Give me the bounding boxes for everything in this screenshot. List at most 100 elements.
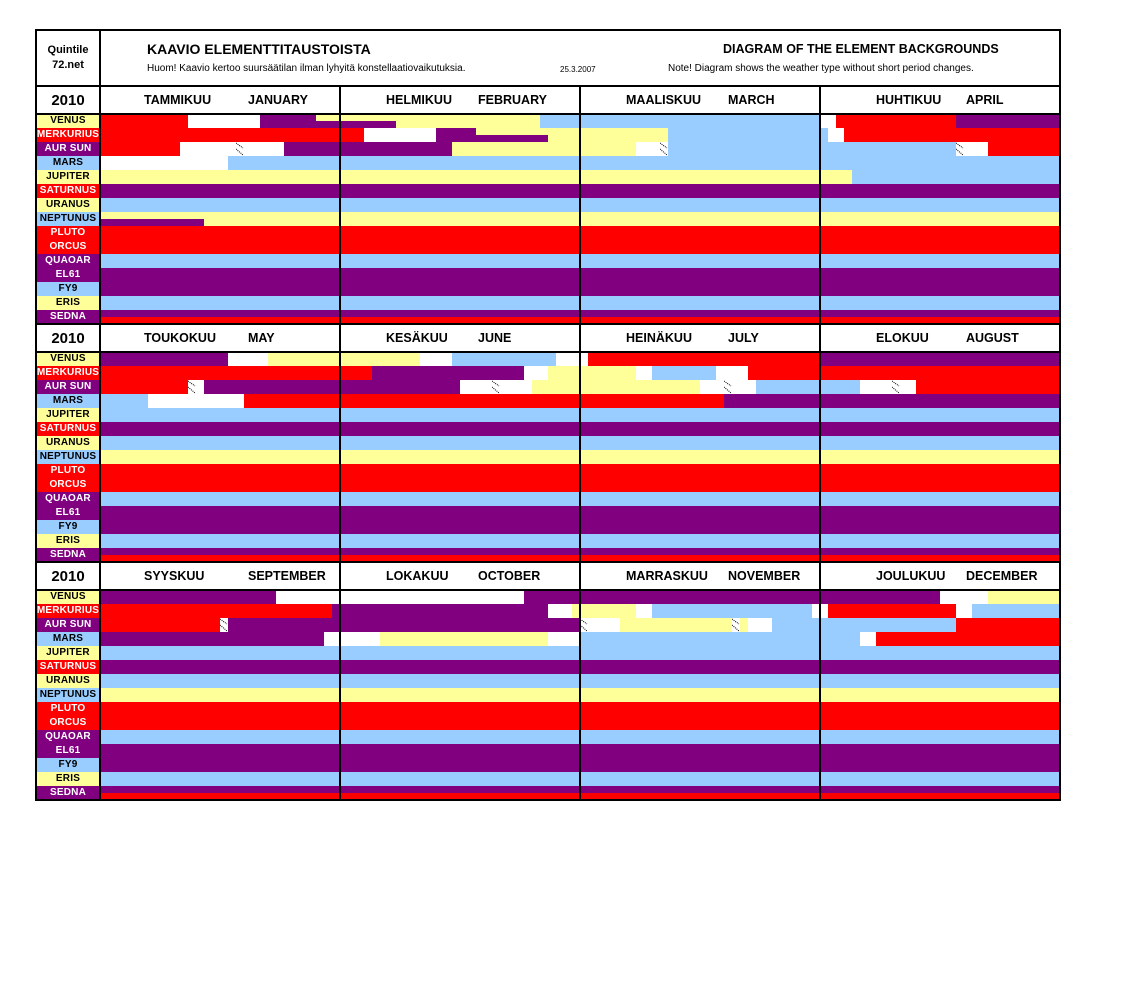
planet-label: MARS bbox=[36, 394, 100, 408]
planet-label: ORCUS bbox=[36, 478, 100, 492]
timeline-segment bbox=[524, 366, 548, 380]
timeline-segment bbox=[756, 380, 860, 394]
timeline-segment bbox=[180, 142, 284, 156]
planet-label: QUAOAR bbox=[36, 492, 100, 506]
timeline-segment bbox=[332, 604, 548, 618]
planet-label: VENUS bbox=[36, 590, 100, 604]
planet-label: PLUTO bbox=[36, 464, 100, 478]
planet-label: PLUTO bbox=[36, 702, 100, 716]
grid-line bbox=[36, 351, 1061, 353]
timeline-segment bbox=[148, 394, 244, 408]
grid-line bbox=[579, 86, 581, 324]
month-name-fi: SYYSKUU bbox=[144, 569, 205, 583]
grid-line bbox=[36, 561, 1061, 563]
planet-label: JUPITER bbox=[36, 170, 100, 184]
timeline-segment bbox=[860, 632, 876, 646]
planet-label: NEPTUNUS bbox=[36, 688, 100, 702]
month-name-en: FEBRUARY bbox=[478, 93, 547, 107]
timeline-segment bbox=[100, 114, 188, 128]
month-name-en: JANUARY bbox=[248, 93, 308, 107]
timeline-segment bbox=[284, 142, 452, 156]
planet-label: PLUTO bbox=[36, 226, 100, 240]
planet-label: AUR SUN bbox=[36, 142, 100, 156]
planet-label: MERKURIUS bbox=[36, 366, 100, 380]
timeline-segment bbox=[100, 352, 228, 366]
month-header: HEINÄKUU JULY bbox=[580, 324, 820, 352]
timeline-segment bbox=[580, 618, 620, 632]
planet-label: ORCUS bbox=[36, 716, 100, 730]
timeline-segment bbox=[204, 380, 460, 394]
timeline-segment bbox=[668, 128, 828, 142]
note-en: Note! Diagram shows the weather type wit… bbox=[668, 63, 974, 74]
planet-label: URANUS bbox=[36, 198, 100, 212]
month-header: ELOKUU AUGUST bbox=[820, 324, 1060, 352]
hatch-marker bbox=[955, 142, 964, 156]
timeline-segment bbox=[636, 604, 652, 618]
planet-label: SEDNA bbox=[36, 786, 100, 800]
planet-label: AUR SUN bbox=[36, 380, 100, 394]
timeline-segment bbox=[588, 352, 820, 366]
date: 25.3.2007 bbox=[560, 65, 596, 74]
planet-label: EL61 bbox=[36, 744, 100, 758]
timeline-segment bbox=[100, 156, 228, 170]
month-name-fi: LOKAKUU bbox=[386, 569, 449, 583]
timeline-segment bbox=[548, 135, 668, 142]
month-name-fi: TAMMIKUU bbox=[144, 93, 212, 107]
grid-line bbox=[579, 562, 581, 800]
timeline-segment bbox=[100, 380, 188, 394]
planet-label: URANUS bbox=[36, 674, 100, 688]
month-name-en: NOVEMBER bbox=[728, 569, 801, 583]
month-name-en: APRIL bbox=[966, 93, 1004, 107]
timeline-segment bbox=[540, 114, 820, 128]
timeline-segment bbox=[100, 618, 220, 632]
timeline-segment bbox=[100, 632, 324, 646]
hatch-marker bbox=[187, 380, 196, 394]
hatch-marker bbox=[235, 142, 244, 156]
timeline-segment bbox=[956, 618, 1060, 632]
year-cell: 2010 bbox=[51, 329, 85, 347]
month-name-fi: MARRASKUU bbox=[626, 569, 708, 583]
planet-label: URANUS bbox=[36, 436, 100, 450]
planet-label: VENUS bbox=[36, 352, 100, 366]
hatch-marker bbox=[491, 380, 500, 394]
timeline-segment bbox=[532, 380, 700, 394]
planet-label: VENUS bbox=[36, 114, 100, 128]
planet-label: MARS bbox=[36, 156, 100, 170]
planet-label: MARS bbox=[36, 632, 100, 646]
timeline-segment bbox=[452, 142, 636, 156]
timeline-segment bbox=[548, 604, 572, 618]
timeline-segment bbox=[244, 394, 724, 408]
year-cell: 2010 bbox=[51, 91, 85, 109]
grid-line bbox=[819, 86, 821, 324]
month-name-fi: HEINÄKUU bbox=[626, 331, 692, 345]
hatch-marker bbox=[219, 618, 228, 632]
timeline-segment bbox=[324, 632, 380, 646]
timeline-segment bbox=[364, 128, 436, 142]
planet-label: EL61 bbox=[36, 506, 100, 520]
timeline-segment bbox=[852, 170, 1060, 184]
planet-label: JUPITER bbox=[36, 646, 100, 660]
timeline-segment bbox=[636, 366, 652, 380]
month-header: SYYSKUU SEPTEMBER bbox=[100, 562, 340, 590]
title-en: DIAGRAM OF THE ELEMENT BACKGROUNDS bbox=[723, 42, 999, 56]
month-name-fi: HELMIKUU bbox=[386, 93, 452, 107]
planet-label: QUAOAR bbox=[36, 254, 100, 268]
month-name-en: MARCH bbox=[728, 93, 775, 107]
timeline-segment bbox=[548, 632, 580, 646]
timeline-segment bbox=[100, 170, 852, 184]
grid-line bbox=[35, 29, 37, 801]
month-name-fi: JOULUKUU bbox=[876, 569, 946, 583]
grid-line bbox=[819, 324, 821, 562]
timeline-segment bbox=[652, 604, 812, 618]
timeline-segment bbox=[620, 618, 732, 632]
timeline-segment bbox=[748, 366, 1060, 380]
month-header: TAMMIKUU JANUARY bbox=[100, 86, 340, 114]
timeline-segment bbox=[836, 114, 956, 128]
grid-line bbox=[339, 562, 341, 800]
month-name-en: AUGUST bbox=[966, 331, 1019, 345]
timeline-segment bbox=[316, 114, 540, 121]
timeline-segment bbox=[228, 156, 1060, 170]
grid-line bbox=[36, 113, 1061, 115]
planet-label: SATURNUS bbox=[36, 184, 100, 198]
